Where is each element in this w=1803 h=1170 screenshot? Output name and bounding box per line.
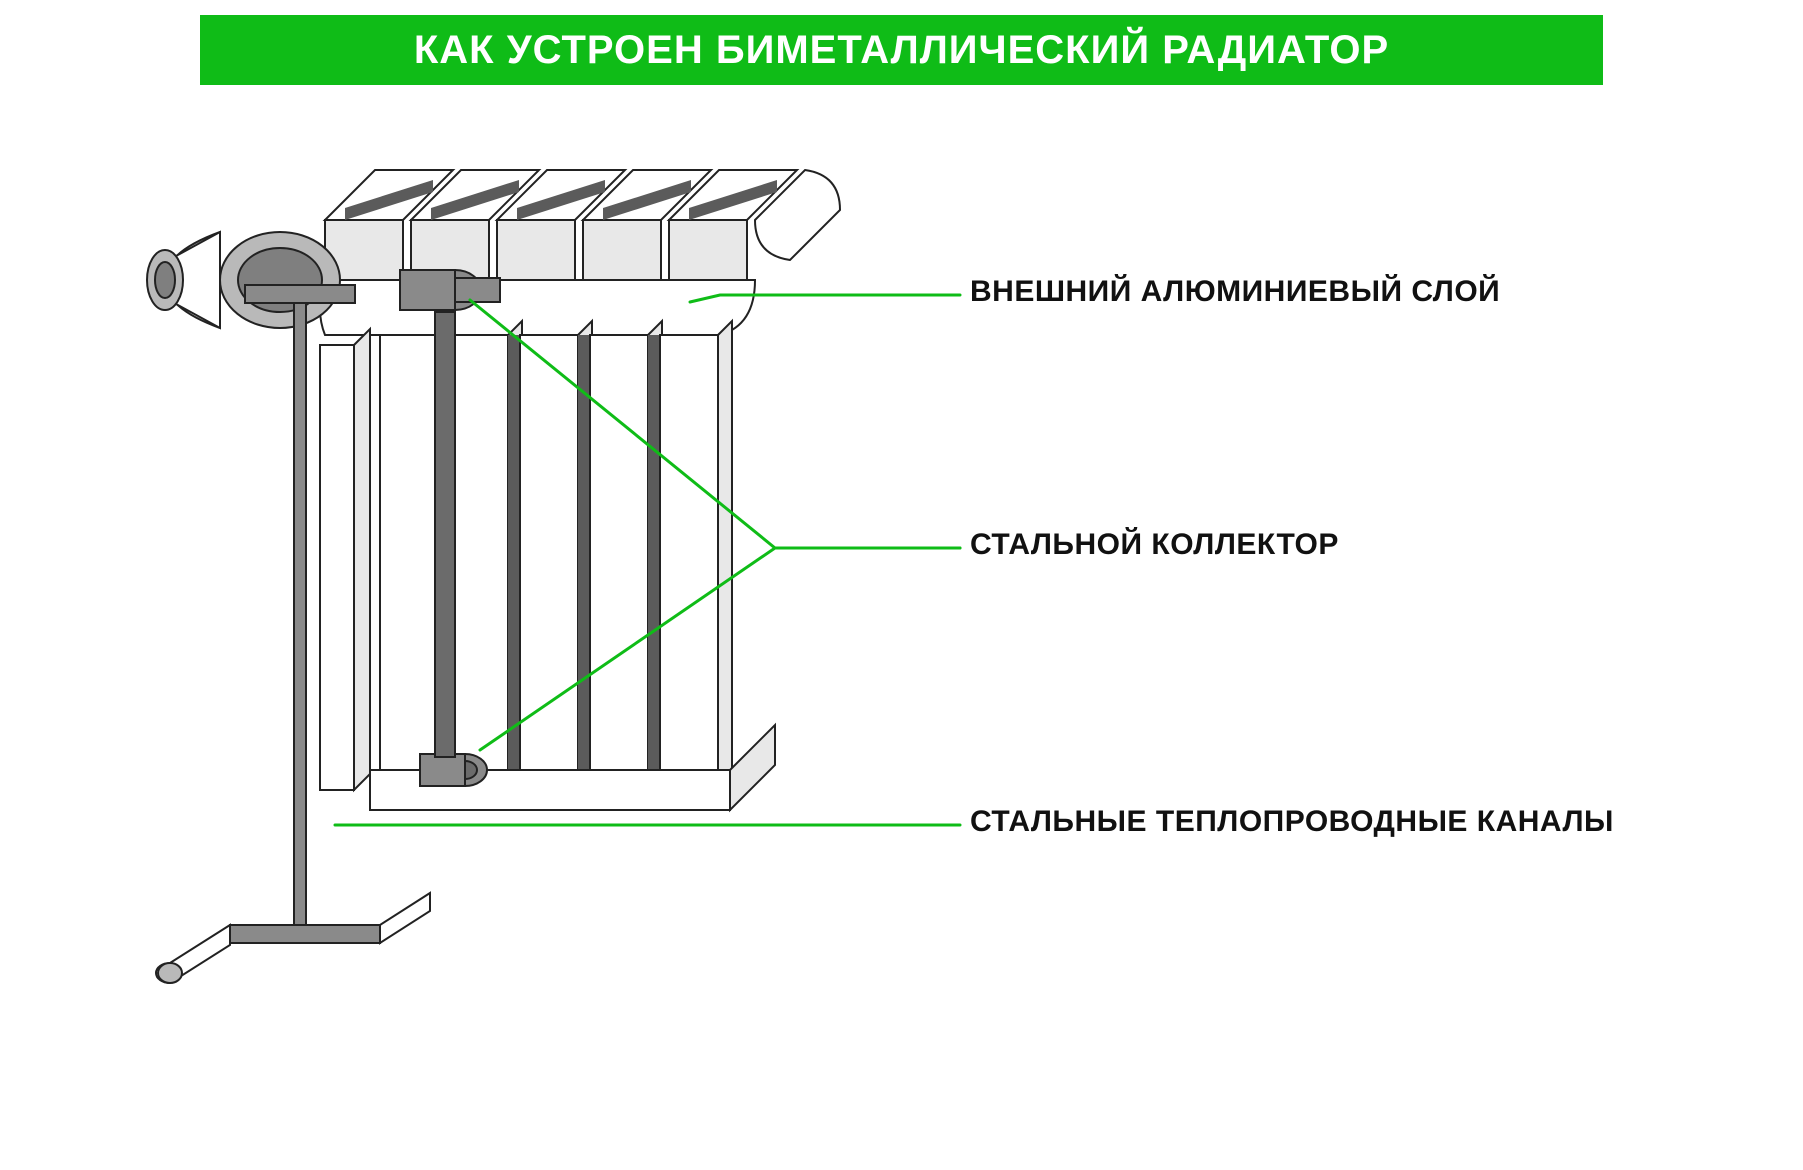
- callout-steel-channels: СТАЛЬНЫЕ ТЕПЛОПРОВОДНЫЕ КАНАЛЫ: [970, 805, 1614, 839]
- radiator-diagram: [0, 0, 1803, 1170]
- callout-aluminum-layer: ВНЕШНИЙ АЛЮМИНИЕВЫЙ СЛОЙ: [970, 275, 1500, 309]
- callout-steel-collector: СТАЛЬНОЙ КОЛЛЕКТОР: [970, 528, 1339, 562]
